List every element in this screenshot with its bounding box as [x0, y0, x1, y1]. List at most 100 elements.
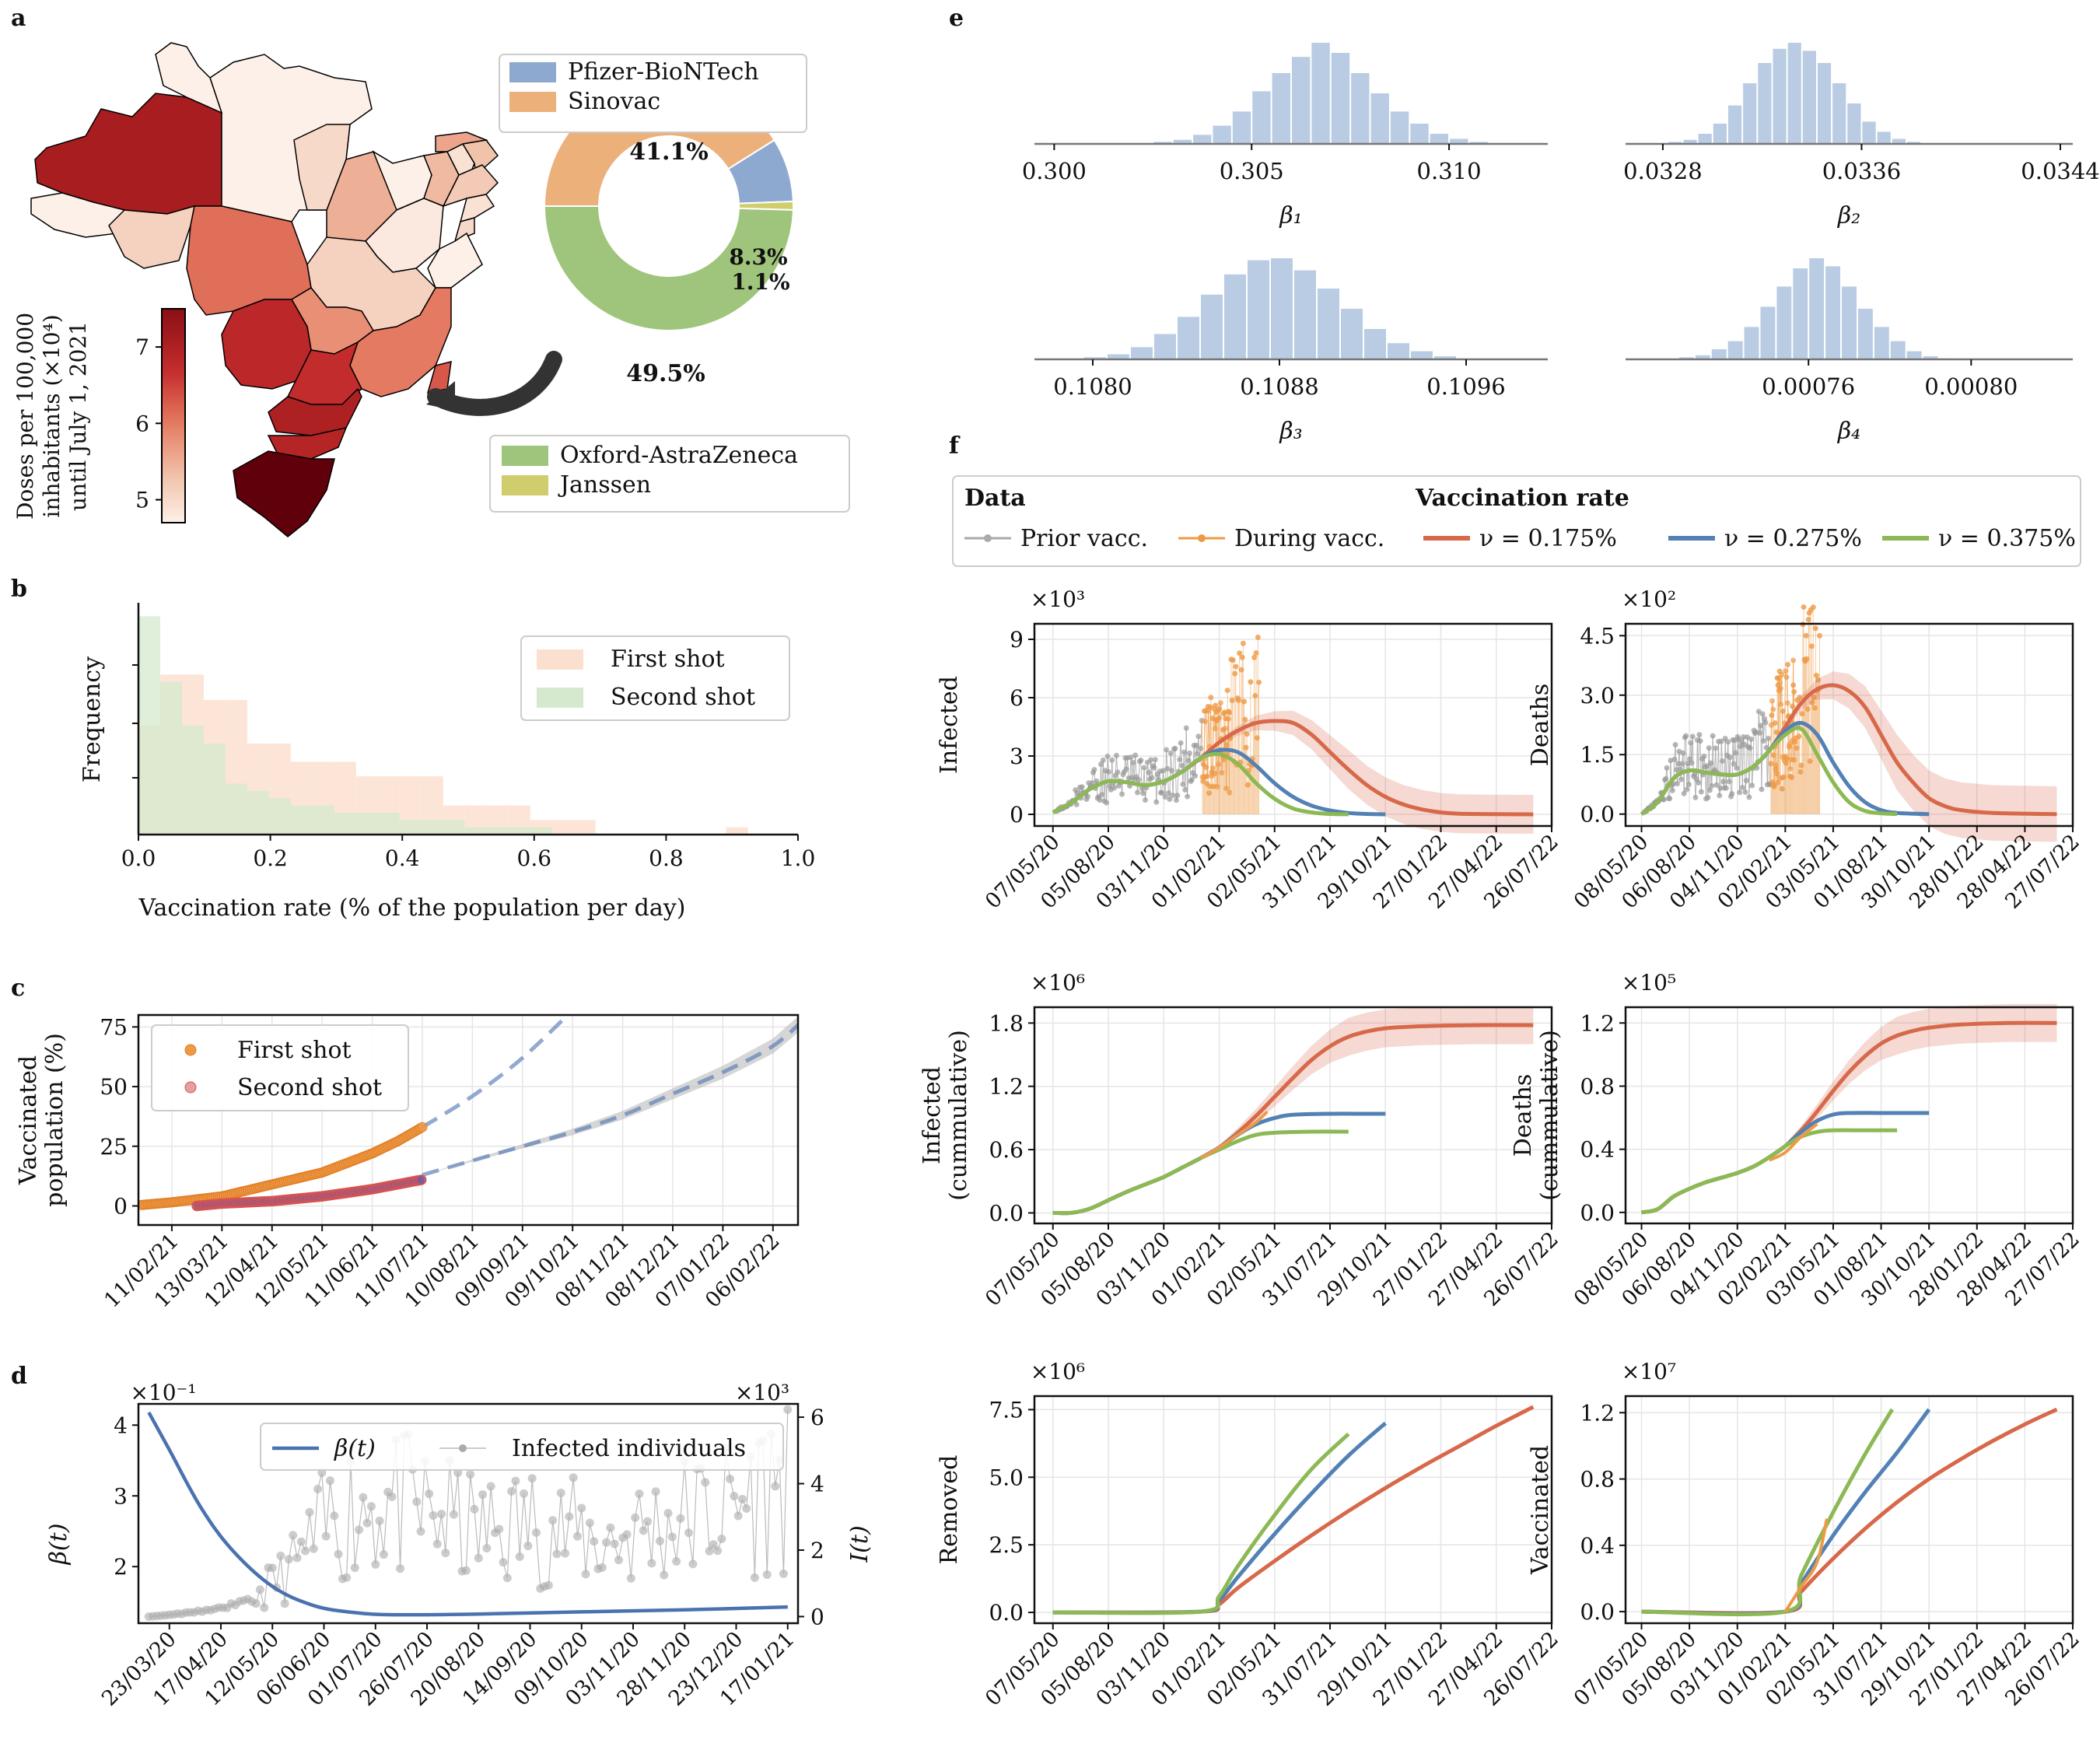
- y-tick-label: 2: [114, 1554, 128, 1580]
- y-tick-label: 9: [1010, 627, 1024, 653]
- y-tick-label: 0.0: [1580, 1599, 1615, 1625]
- y-axis-label: Vaccinated: [1527, 1445, 1554, 1575]
- data-line: [457, 1472, 463, 1572]
- hist-bar: [1193, 135, 1212, 144]
- hist-bar: [1832, 83, 1846, 144]
- hist-bar: [1842, 286, 1857, 359]
- during-data-point: [1215, 707, 1221, 713]
- y-axis-label: Removed: [936, 1455, 963, 1565]
- legend-text: First shot: [237, 1037, 352, 1064]
- data-line: [1725, 755, 1728, 789]
- hist-bar: [1213, 125, 1231, 144]
- during-data-point: [1238, 667, 1244, 673]
- hist-bar: [1711, 349, 1727, 359]
- x-axis-label: β₄: [1837, 418, 1860, 445]
- panel-label-d: d: [11, 1363, 27, 1390]
- legend-text: Prior vacc.: [1020, 525, 1148, 552]
- plot-area-c: [138, 1015, 798, 1212]
- hist-bar: [1776, 286, 1792, 359]
- legend-swatch: [537, 649, 583, 670]
- during-data-point: [1248, 679, 1254, 685]
- data-line: [560, 1493, 566, 1554]
- y-tick-label: 0.0: [1580, 1200, 1615, 1226]
- y-tick-label: 1.2: [989, 1074, 1024, 1100]
- legend-text: Sinovac: [568, 88, 660, 115]
- data-line: [1724, 738, 1727, 789]
- during-data-point: [1784, 662, 1790, 668]
- y-tick-label: 2.5: [989, 1532, 1024, 1558]
- data-line: [750, 1456, 755, 1578]
- during-data-point: [1232, 670, 1238, 677]
- during-data-point: [1817, 632, 1823, 639]
- curve-nu-0375: [1052, 1432, 1350, 1615]
- brazil-map: [30, 42, 499, 537]
- slice-label: 41.1%: [629, 138, 709, 166]
- hist-bar: [1678, 357, 1694, 359]
- hist-bar: [334, 812, 356, 835]
- x-tick-label: 0.4: [385, 845, 420, 871]
- data-line: [1130, 757, 1132, 778]
- data-line: [1721, 761, 1724, 782]
- projection-second: [422, 1022, 798, 1178]
- axes-frame: [1033, 622, 1553, 828]
- hist-bar: [1410, 124, 1429, 144]
- x-tick-label: 0.310: [1417, 158, 1482, 184]
- x-tick-label: 0.0: [121, 845, 156, 871]
- during-data-point: [1772, 720, 1778, 726]
- hist-bar: [1224, 274, 1246, 359]
- legend-marker: [184, 1081, 197, 1094]
- hist-bar: [1232, 111, 1251, 144]
- x-tick-label: 0.2: [253, 845, 288, 871]
- hist-bar: [1877, 131, 1891, 144]
- y-axis-label: Frequency: [79, 656, 106, 782]
- during-data-point: [1777, 685, 1783, 691]
- during-data-point: [1813, 672, 1819, 678]
- y-axis-label: Infected: [919, 1066, 946, 1164]
- during-data-point: [1810, 604, 1816, 611]
- projection-first: [421, 1015, 571, 1129]
- subplot-5: [1052, 1405, 1535, 1615]
- data-line: [663, 1513, 669, 1576]
- curve-nu-0375: [1640, 726, 1898, 817]
- hist-bar: [1430, 134, 1449, 144]
- data-line: [680, 1461, 685, 1519]
- during-data-point: [1769, 712, 1775, 719]
- during-data-point: [1202, 774, 1209, 780]
- y-tick-label: 0.0: [989, 1200, 1024, 1226]
- map-state: [435, 131, 488, 152]
- data-line: [1699, 740, 1702, 793]
- x-tick-label: 0.00076: [1762, 373, 1855, 400]
- hist-bar: [1469, 142, 1488, 144]
- map-state: [293, 124, 351, 211]
- y-tick-label: 6: [810, 1405, 824, 1430]
- during-data-point: [1776, 675, 1782, 681]
- hist-bar: [1272, 73, 1290, 144]
- axes-frame: [1624, 622, 2074, 828]
- y-tick-label: 0.4: [1580, 1137, 1615, 1163]
- y-tick-label: 3: [114, 1483, 128, 1509]
- data-line: [1708, 747, 1710, 790]
- hist-bar: [530, 827, 552, 835]
- histogram-3: 0.1080 0.1088 0.1096 β₃: [1034, 258, 1548, 445]
- y-tick-label: 4: [810, 1472, 824, 1497]
- during-data-point: [1241, 698, 1248, 705]
- curve-nu-0175: [1052, 1023, 1534, 1216]
- data-line: [1683, 737, 1685, 794]
- data-line: [556, 1493, 562, 1554]
- data-line: [375, 1521, 380, 1565]
- data-line: [1720, 741, 1722, 789]
- hist-bar: [1743, 83, 1757, 144]
- hist-bar: [1201, 294, 1223, 359]
- data-line: [659, 1541, 665, 1576]
- curve-nu-0375: [1052, 751, 1349, 817]
- data-line: [630, 1517, 636, 1579]
- data-line: [585, 1522, 590, 1574]
- during-data-point: [1791, 688, 1797, 695]
- data-line: [515, 1481, 520, 1557]
- hist-bar: [1390, 111, 1409, 144]
- data-line: [639, 1493, 644, 1531]
- y-tick-label: 0: [114, 1193, 128, 1219]
- hist-bar: [1847, 103, 1861, 144]
- legend-frame: [952, 475, 2081, 567]
